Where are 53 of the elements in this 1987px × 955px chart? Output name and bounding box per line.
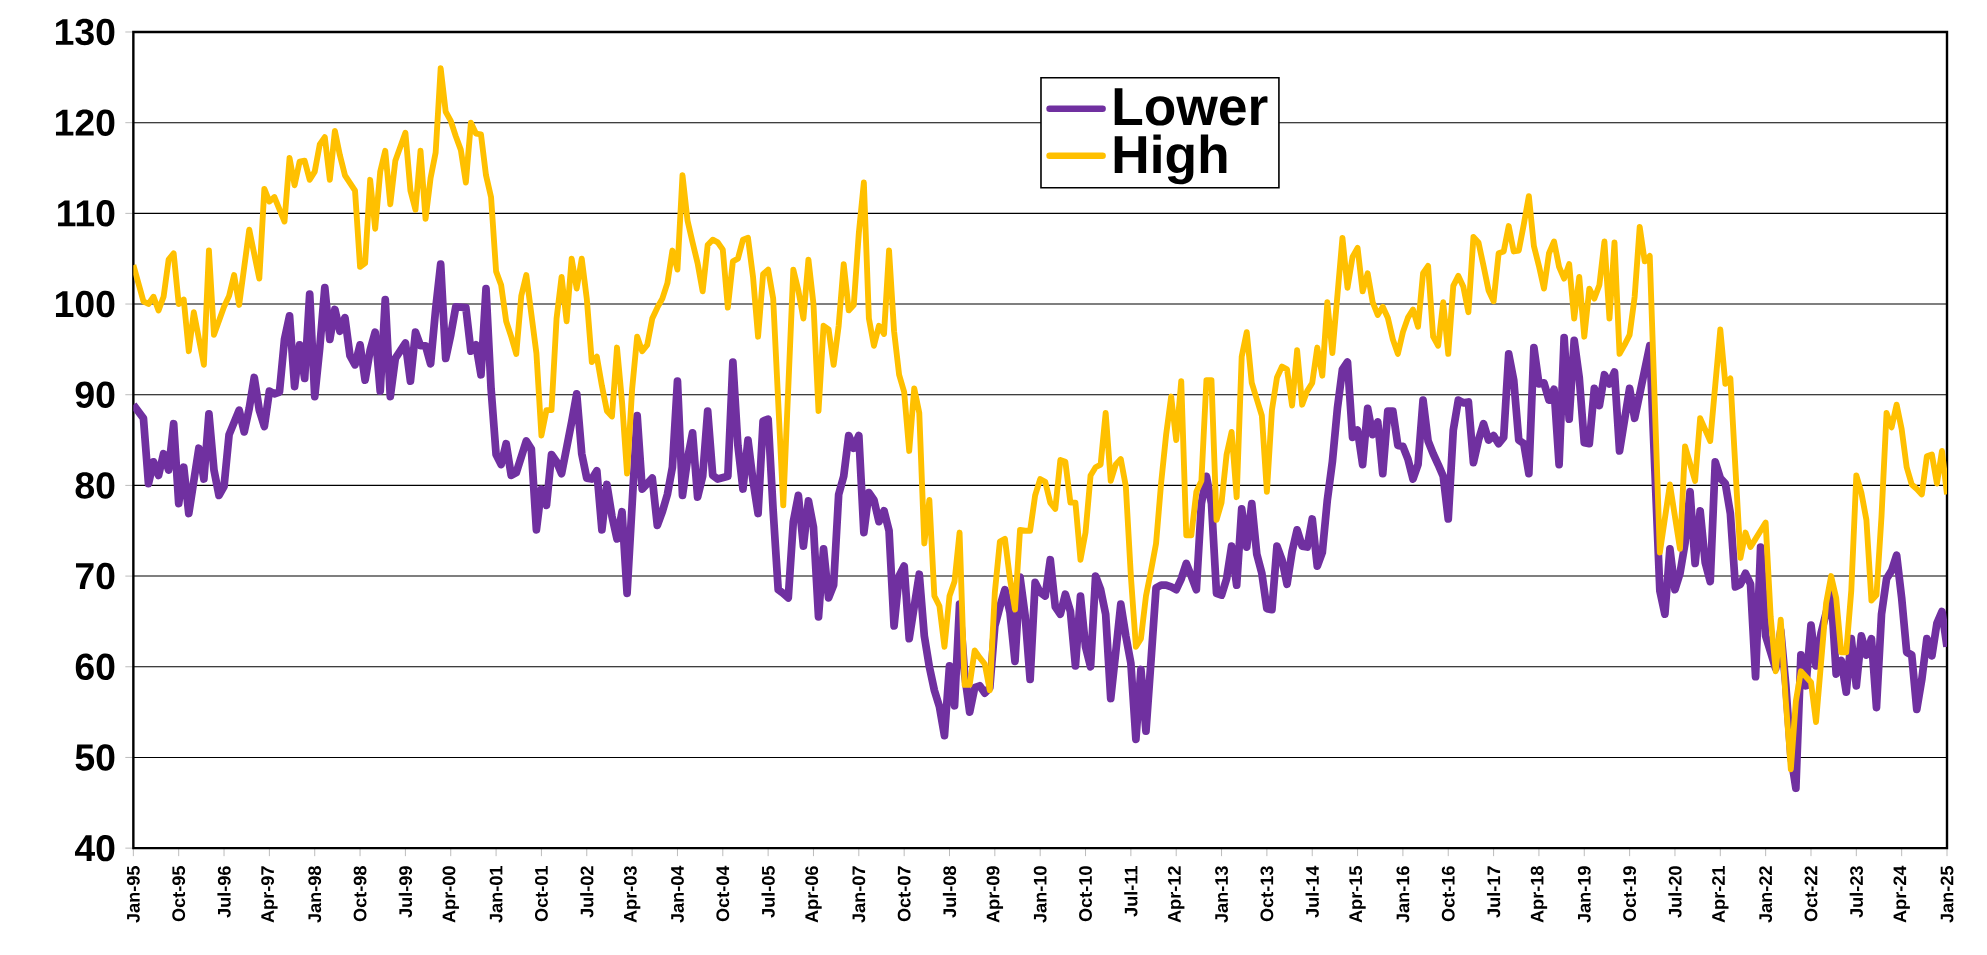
x-tick-label: Apr-09 [986, 866, 1004, 923]
y-tick-label: 100 [55, 290, 115, 318]
x-tick-label: Oct-04 [716, 865, 730, 922]
x-tick-label: Jul-02 [580, 866, 594, 918]
x-tick-label: Apr-24 [1893, 865, 1910, 923]
y-tick-label: 120 [55, 109, 115, 136]
x-tick-label: Oct-10 [1079, 866, 1092, 922]
x-tick-label: Jan-10 [1033, 866, 1047, 923]
legend-label: Lower [1114, 88, 1268, 126]
y-tick-label: 110 [58, 200, 115, 227]
x-tick-label: Jan-19 [1577, 866, 1591, 923]
x-tick-label: Jan-07 [852, 866, 866, 923]
x-tick-label: Jan-13 [1215, 866, 1228, 923]
x-tick-label: Jan-22 [1759, 866, 1773, 923]
x-tick-label: Apr-15 [1349, 866, 1366, 923]
x-tick-label: Oct-95 [172, 866, 186, 922]
y-tick-label: 50 [75, 744, 115, 771]
y-tick-label: 130 [55, 18, 115, 46]
y-tick-label: 80 [75, 472, 115, 499]
y-tick-label: 60 [75, 653, 115, 681]
x-tick-label: Jan-95 [126, 866, 140, 923]
y-tick-label: 70 [75, 562, 115, 590]
x-tick-label: Jan-01 [489, 866, 503, 923]
y-tick-label: 40 [74, 834, 115, 862]
x-tick-label: Apr-12 [1167, 866, 1185, 923]
x-tick-label: Apr-21 [1712, 866, 1729, 923]
x-tick-label: Oct-13 [1260, 866, 1274, 922]
x-tick-label: Jul-05 [761, 866, 775, 918]
x-tick-label: Oct-07 [897, 866, 911, 922]
x-tick-label: Apr-06 [805, 866, 822, 923]
x-tick-label: Oct-19 [1623, 866, 1637, 922]
x-tick-label: Oct-22 [1804, 866, 1818, 922]
y-tick-label: 90 [75, 381, 115, 409]
x-tick-label: Apr-18 [1530, 866, 1548, 923]
x-tick-label: Oct-98 [353, 866, 367, 922]
x-tick-label: Jul-23 [1849, 866, 1863, 918]
x-tick-label: Jan-25 [1940, 866, 1954, 923]
x-tick-label: Oct-16 [1441, 866, 1455, 922]
x-tick-label: Jan-16 [1396, 866, 1410, 923]
x-tick-label: Jul-14 [1305, 865, 1319, 918]
legend-label: High [1114, 134, 1227, 185]
x-tick-label: Jul-11 [1124, 866, 1138, 917]
x-tick-label: Jan-98 [308, 866, 322, 923]
x-tick-label: Jul-17 [1486, 866, 1501, 918]
x-tick-label: Apr-00 [442, 866, 459, 923]
x-tick-label: Jul-96 [217, 866, 231, 918]
x-tick-label: Apr-97 [261, 866, 278, 923]
x-tick-label: Oct-01 [535, 866, 548, 922]
x-tick-label: Jul-08 [942, 866, 957, 918]
x-tick-label: Apr-03 [623, 866, 641, 923]
x-tick-label: Jul-99 [398, 866, 413, 918]
x-tick-label: Jul-20 [1668, 866, 1682, 918]
x-tick-label: Jan-04 [671, 865, 684, 923]
